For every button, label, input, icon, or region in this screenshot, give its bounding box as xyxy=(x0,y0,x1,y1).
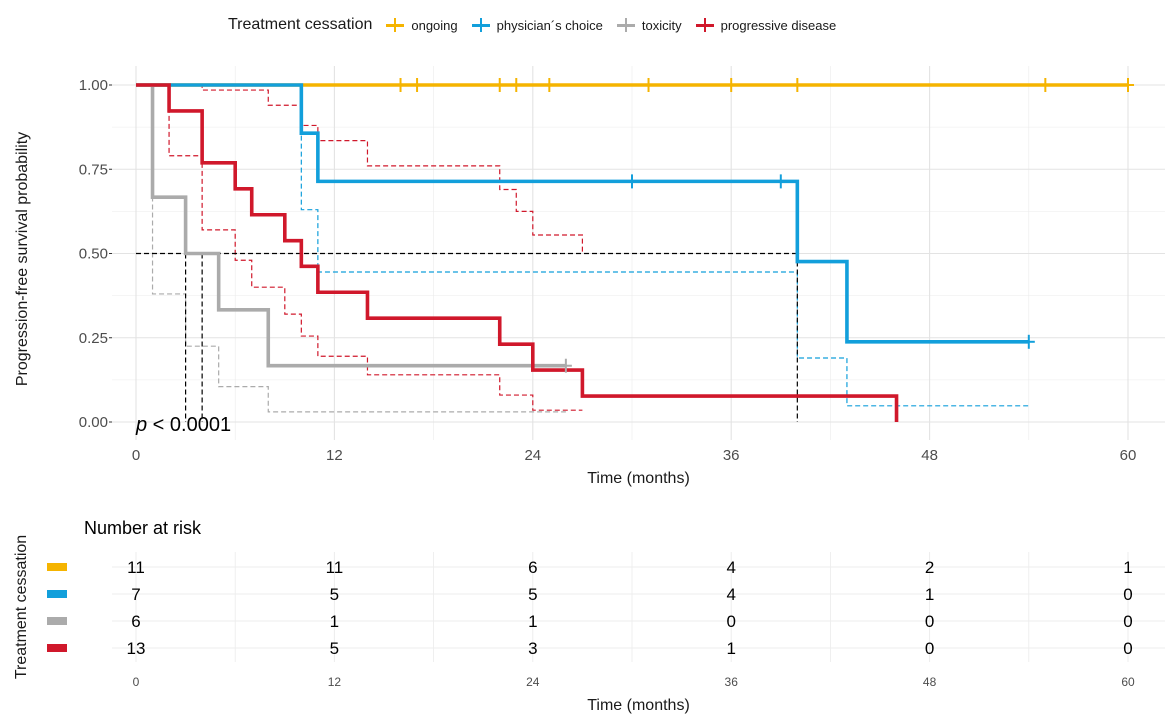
legend-item-physicians-choice: physician´s choice xyxy=(470,14,603,36)
risk-cell: 11 xyxy=(326,558,344,577)
legend-label-ongoing: ongoing xyxy=(411,17,458,33)
risk-cell: 1 xyxy=(528,612,537,631)
x-tick-label: 48 xyxy=(921,447,938,464)
risk-cell: 4 xyxy=(726,585,735,604)
censor-marks xyxy=(394,78,1134,373)
risk-cell: 5 xyxy=(528,585,537,604)
ci-lower-progressive-disease xyxy=(136,84,583,411)
curve-toxicity xyxy=(136,83,566,368)
ci-lower-physician-s-choice xyxy=(136,84,1029,407)
censor-mark-physician-s-choice xyxy=(1022,334,1035,349)
risk-cell: 6 xyxy=(131,612,140,631)
y-tick-label: 0.25 xyxy=(79,330,108,347)
risk-x-tick-label: 48 xyxy=(923,675,937,689)
risk-x-tick-label: 36 xyxy=(725,675,739,689)
legend-item-toxicity: toxicity xyxy=(615,14,682,36)
legend-label-physicians-choice: physician´s choice xyxy=(496,17,603,33)
legend: Treatment cessation ongoing physician´s … xyxy=(228,14,842,36)
risk-x-tick-label: 0 xyxy=(133,675,140,689)
risk-row-color-key xyxy=(47,617,67,625)
censor-mark-ongoing xyxy=(394,78,407,92)
risk-cell: 4 xyxy=(726,558,735,577)
censor-mark-toxicity xyxy=(559,358,572,373)
risk-cell: 0 xyxy=(925,612,934,631)
censor-mark-ongoing xyxy=(510,78,523,92)
censor-mark-ongoing xyxy=(642,78,655,92)
x-tick-label: 36 xyxy=(723,447,740,464)
censor-mark-ongoing xyxy=(1039,78,1052,92)
censor-mark-ongoing xyxy=(791,78,804,92)
risk-cell: 1 xyxy=(925,585,934,604)
risk-x-tick-label: 24 xyxy=(526,675,540,689)
curve-progressive-disease xyxy=(136,83,899,422)
risk-cell: 0 xyxy=(925,639,934,658)
axes: 0.00 0.25 0.50 0.75 1.00 0 12 24 36 48 60 Time (mon… xyxy=(14,77,1136,487)
legend-key-progressive-disease xyxy=(694,14,716,36)
median-reference-lines xyxy=(136,252,798,422)
risk-row-color-key xyxy=(47,563,67,571)
risk-cell: 1 xyxy=(1123,558,1132,577)
y-axis-label: Progression-free survival probability xyxy=(14,132,31,386)
ci-upper-progressive-disease xyxy=(136,84,583,254)
legend-title: Treatment cessation xyxy=(228,16,373,33)
legend-label-progressive-disease: progressive disease xyxy=(720,17,837,33)
x-tick-label: 60 xyxy=(1120,447,1137,464)
risk-cell: 5 xyxy=(330,585,339,604)
risk-cell: 13 xyxy=(127,639,146,658)
x-tick-label: 24 xyxy=(524,447,541,464)
legend-key-physicians-choice xyxy=(470,14,492,36)
risk-cell: 2 xyxy=(925,558,934,577)
risk-cell: 7 xyxy=(131,585,140,604)
legend-key-toxicity xyxy=(615,14,637,36)
censor-mark-ongoing xyxy=(411,78,424,92)
censor-mark-ongoing xyxy=(493,78,506,92)
risk-x-tick-label: 60 xyxy=(1121,675,1135,689)
y-tick-label: 0.50 xyxy=(79,246,108,263)
risk-cell: 6 xyxy=(528,558,537,577)
risk-cell: 0 xyxy=(726,612,735,631)
risk-cell: 11 xyxy=(127,558,145,577)
risk-cell: 3 xyxy=(528,639,537,658)
x-axis-label: Time (months) xyxy=(587,470,690,487)
risk-cell: 1 xyxy=(330,612,339,631)
risk-cell: 0 xyxy=(1123,585,1132,604)
censor-mark-ongoing xyxy=(1122,78,1134,92)
risk-table-title: Number at risk xyxy=(84,518,202,538)
risk-row-color-key xyxy=(47,590,67,598)
legend-item-ongoing: ongoing xyxy=(384,14,458,36)
censor-mark-ongoing xyxy=(725,78,738,92)
y-tick-label: 1.00 xyxy=(79,77,108,94)
censor-mark-physician-s-choice xyxy=(626,174,638,189)
risk-cell: 0 xyxy=(1123,612,1132,631)
y-tick-label: 0.75 xyxy=(79,161,108,178)
curve-physician-s-choice xyxy=(136,83,1029,344)
p-value-label: p < 0.0001 xyxy=(135,414,231,436)
risk-cell: 5 xyxy=(330,639,339,658)
censor-mark-physician-s-choice xyxy=(774,174,787,189)
risk-row-color-key xyxy=(47,644,67,652)
risk-x-tick-label: 12 xyxy=(328,675,342,689)
legend-key-ongoing xyxy=(384,14,406,36)
y-tick-label: 0.00 xyxy=(79,414,108,431)
x-tick-label: 0 xyxy=(132,447,140,464)
risk-y-axis-label: Treatment cessation xyxy=(13,535,30,679)
legend-label-toxicity: toxicity xyxy=(641,17,682,33)
risk-x-axis-label: Time (months) xyxy=(587,697,690,714)
plot-gridlines xyxy=(112,66,1165,440)
x-tick-label: 12 xyxy=(326,447,343,464)
risk-cell: 0 xyxy=(1123,639,1132,658)
legend-item-progressive-disease: progressive disease xyxy=(694,14,837,36)
censor-mark-ongoing xyxy=(543,78,556,92)
survival-curves xyxy=(136,83,1128,422)
risk-cell: 1 xyxy=(726,639,735,658)
